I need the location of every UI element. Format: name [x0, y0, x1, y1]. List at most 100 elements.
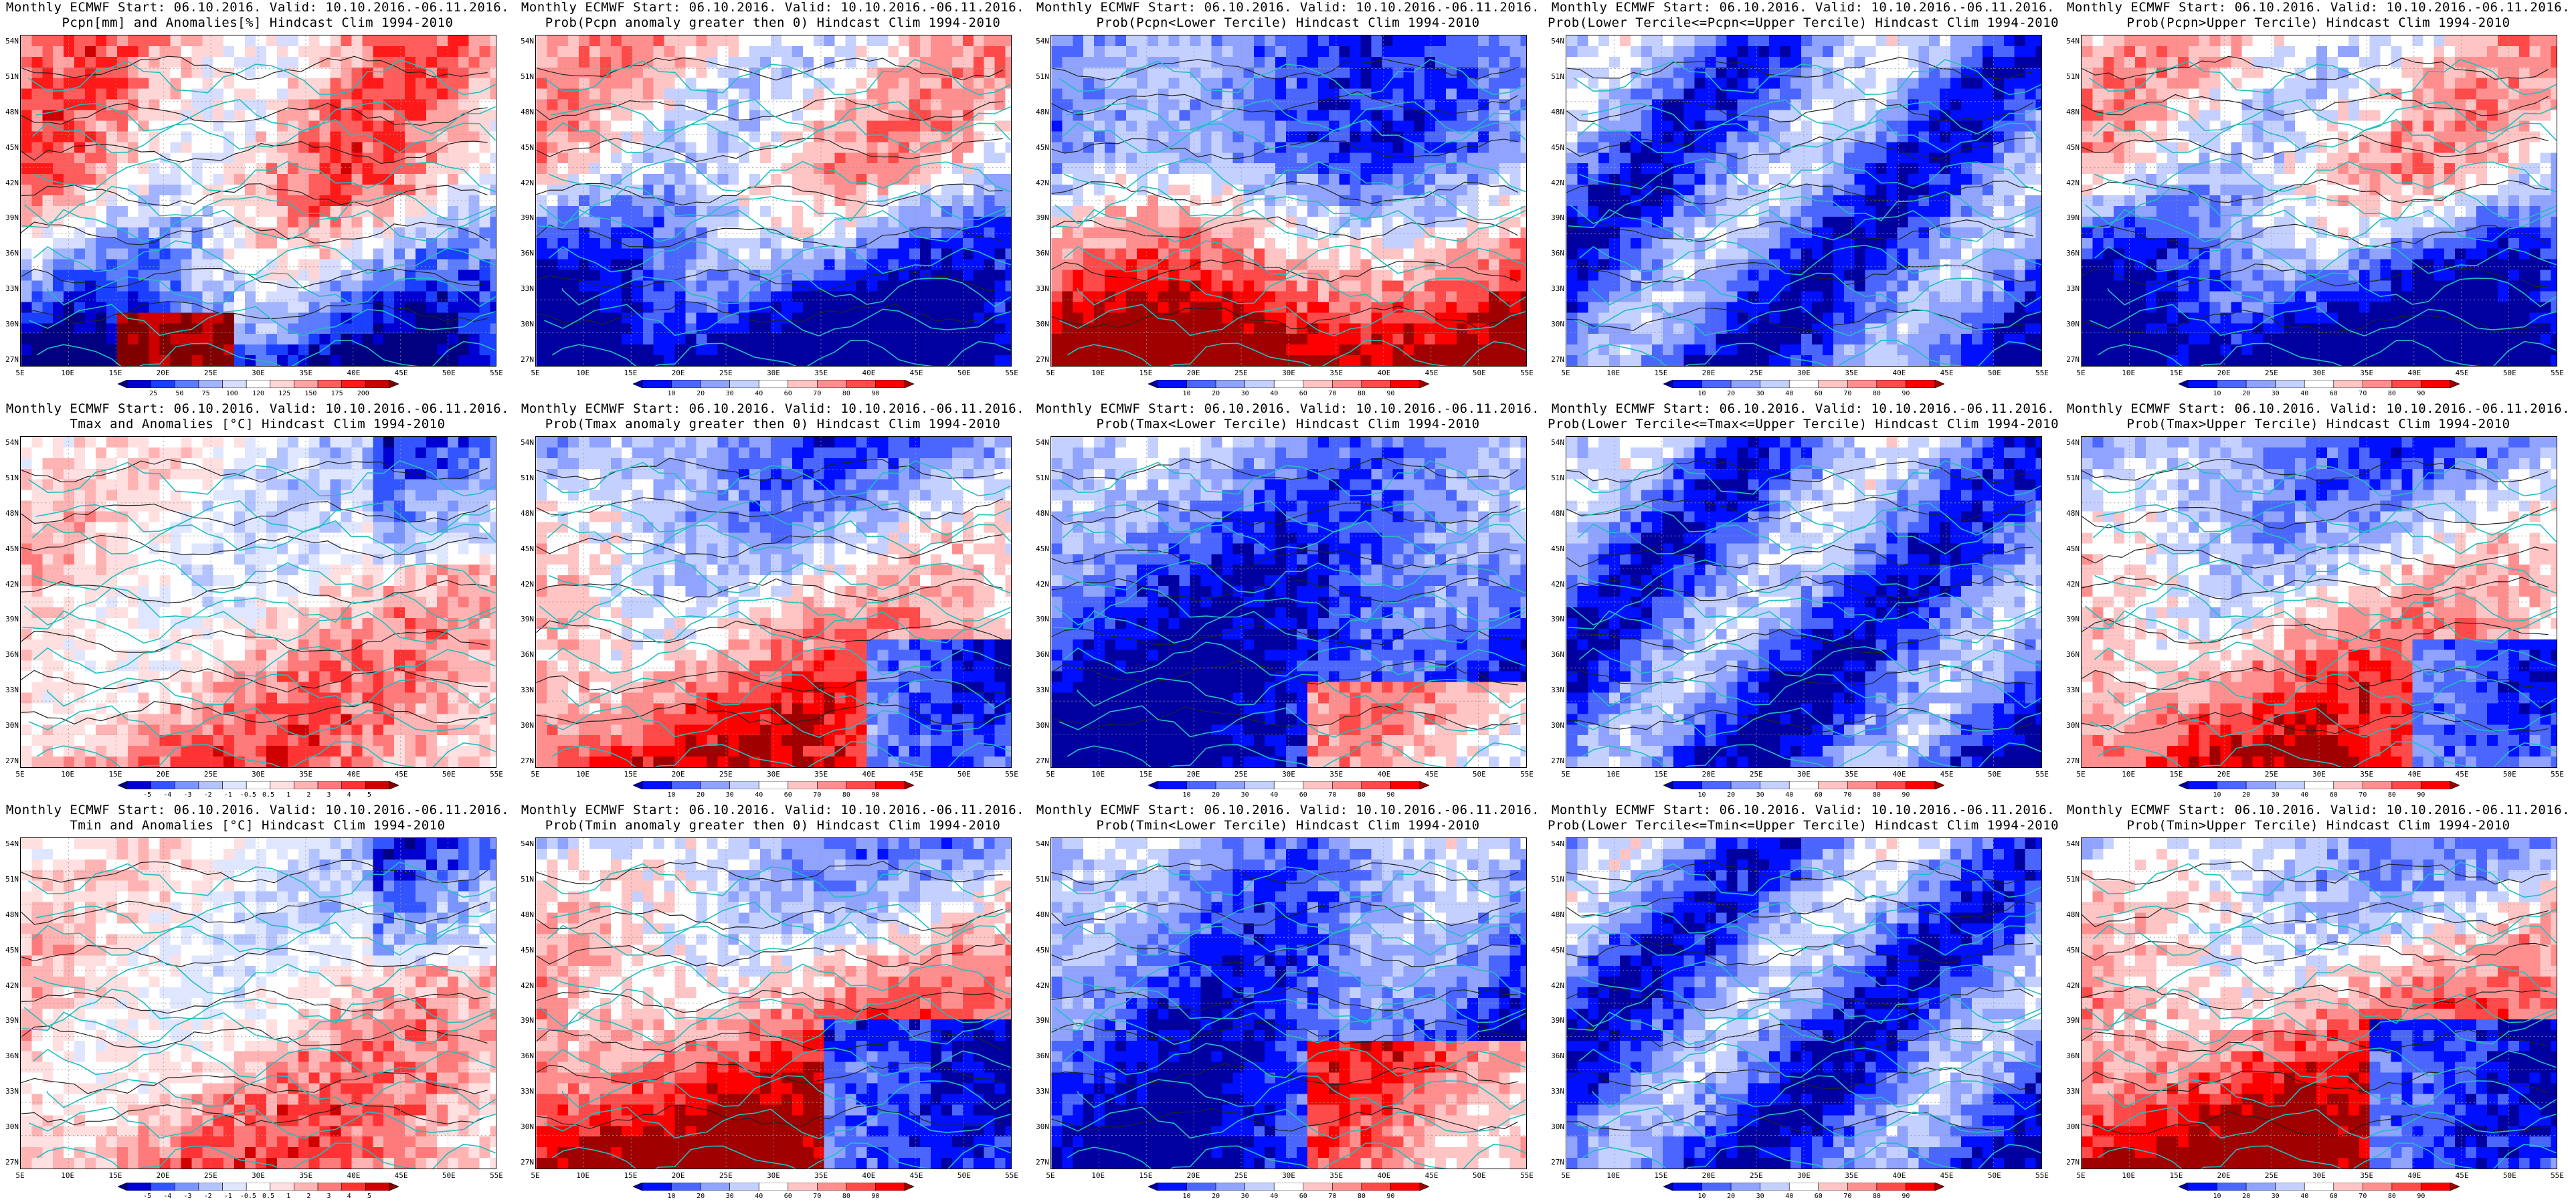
- longitude-label: 20E: [1695, 771, 1722, 779]
- longitude-label: 10E: [54, 771, 81, 779]
- contour-line: [21, 501, 488, 526]
- coastline: [36, 1142, 496, 1169]
- colorbar-tick-label: 90: [862, 390, 889, 398]
- contour-line: [2082, 459, 2549, 484]
- coastline: [1054, 185, 1526, 225]
- contour-line: [1566, 219, 2033, 242]
- coastline: [1592, 674, 2041, 709]
- colorbar-tick-label: 10: [1174, 1193, 1200, 1201]
- latitude-label: 42N: [1032, 981, 1049, 990]
- field-shading: [536, 838, 1011, 1169]
- longitude-label: 35E: [2353, 771, 2380, 779]
- longitude-label: 55E: [1513, 771, 1540, 779]
- colorbar-tick-label: 80: [833, 791, 860, 799]
- coastline: [1062, 118, 1526, 153]
- coastline: [31, 118, 496, 153]
- longitude-label: 40E: [1370, 771, 1397, 779]
- colorbar-swatches: [633, 1183, 914, 1191]
- contour-line: [1566, 544, 2033, 569]
- colorbar: [118, 1183, 399, 1191]
- latitude-label: 39N: [1, 615, 19, 623]
- longitude-label: 10E: [54, 369, 81, 377]
- coastline: [1581, 901, 2041, 937]
- panel-title-header: Monthly ECMWF Start: 06.10.2016. Valid: …: [0, 803, 515, 818]
- latitude-label: 27N: [1032, 1159, 1049, 1167]
- latitude-label: 48N: [1032, 108, 1049, 116]
- coastline: [1582, 741, 2041, 767]
- coastline: [2092, 520, 2557, 555]
- coastline: [1077, 674, 1526, 709]
- latitude-label: 39N: [2062, 615, 2080, 623]
- latitude-label: 51N: [1, 875, 19, 884]
- latitude-label: 45N: [1032, 946, 1049, 955]
- contour-line: [21, 56, 488, 80]
- longitude-label: 10E: [1085, 771, 1111, 779]
- panel-title-header: Monthly ECMWF Start: 06.10.2016. Valid: …: [515, 803, 1030, 818]
- map-area: 54N 51N 48N 45N 42N 39N 36N 33N 30N 27N 5E 10E 15E 20…: [521, 837, 1018, 1180]
- latitude-label: 54N: [1032, 840, 1049, 848]
- colorbar-swatches: [633, 380, 914, 388]
- map-panel: Monthly ECMWF Start: 06.10.2016. Valid: …: [0, 0, 515, 401]
- colorbar-tick-label: 20: [1202, 1193, 1229, 1201]
- colorbar-swatches: [118, 781, 399, 789]
- longitude-label: 25E: [1228, 771, 1255, 779]
- colorbar-tick-label: 100: [219, 390, 246, 398]
- colorbar-tick-label: 20: [687, 1193, 714, 1201]
- latitude-label: 36N: [1547, 1052, 1564, 1060]
- latitude-label: 54N: [1032, 37, 1049, 45]
- contour-line: [2082, 985, 2549, 1011]
- colorbar: [1663, 1183, 1944, 1191]
- latitude-label: 27N: [1547, 1159, 1564, 1167]
- colorbar-tick-label: 120: [245, 390, 272, 398]
- panel-title-variable: Prob(Lower Tercile<=Tmin<=Upper Tercile)…: [1546, 818, 2061, 833]
- forecast-map: [20, 436, 496, 768]
- latitude-label: 42N: [2062, 179, 2080, 187]
- longitude-label: 30E: [760, 1172, 787, 1180]
- map-panel: Monthly ECMWF Start: 06.10.2016. Valid: …: [1546, 401, 2061, 803]
- contour-line: [1051, 138, 1518, 160]
- longitude-label: 40E: [855, 771, 882, 779]
- contour-line: [536, 97, 1003, 121]
- contour-line: [1051, 181, 1518, 205]
- latitude-label: 27N: [2062, 1159, 2080, 1167]
- map-area: 54N 51N 48N 45N 42N 39N 36N 33N 30N 27N 5E 10E 15E 20…: [521, 436, 1018, 779]
- colorbar-labels: 10 20 30 40 60 70 80 90: [2179, 1193, 2460, 1201]
- colorbar-tick-label: 80: [2379, 390, 2405, 398]
- coastline: [23, 988, 496, 1027]
- map-area: 54N 51N 48N 45N 42N 39N 36N 33N 30N 27N 5E 10E 15E 20…: [2066, 35, 2564, 377]
- coastline: [1064, 961, 1526, 995]
- coastline: [36, 340, 496, 366]
- panel-title: Monthly ECMWF Start: 06.10.2016. Valid: …: [1546, 0, 2061, 35]
- panel-title-header: Monthly ECMWF Start: 06.10.2016. Valid: …: [1546, 0, 2061, 15]
- latitude-label: 45N: [517, 946, 534, 955]
- longitude-label: 25E: [713, 771, 739, 779]
- contour-line: [1566, 180, 2033, 205]
- longitude-label: 55E: [483, 771, 510, 779]
- longitude-label: 20E: [665, 369, 692, 377]
- coastline: [1064, 158, 1526, 193]
- latitude-label: 51N: [1, 474, 19, 482]
- latitude-label: 39N: [517, 214, 534, 222]
- coastline: [1581, 500, 2041, 536]
- colorbar: [1663, 380, 1944, 388]
- colorbar-tick-label: 90: [1377, 1193, 1404, 1201]
- longitude-label: 50E: [1466, 1172, 1493, 1180]
- colorbar: [633, 1183, 914, 1191]
- contour-line: [21, 1072, 488, 1094]
- coastline: [33, 641, 496, 677]
- forecast-map: [1566, 35, 2042, 367]
- latitude-label: 54N: [1547, 37, 1564, 45]
- contour-line: [536, 620, 1003, 643]
- contour-line: [1051, 900, 1518, 926]
- latitude-label: 42N: [1, 179, 19, 187]
- latitude-label: 42N: [1032, 580, 1049, 589]
- contour-line: [1566, 576, 2033, 601]
- latitude-label: 54N: [1, 840, 19, 848]
- latitude-label: 45N: [1, 544, 19, 553]
- forecast-map: [20, 35, 496, 367]
- longitude-label: 15E: [102, 771, 128, 779]
- panel-title-header: Monthly ECMWF Start: 06.10.2016. Valid: …: [2061, 803, 2576, 818]
- latitude-label: 45N: [1547, 143, 1564, 152]
- colorbar-swatches: [1663, 380, 1944, 388]
- latitude-label: 33N: [1, 285, 19, 293]
